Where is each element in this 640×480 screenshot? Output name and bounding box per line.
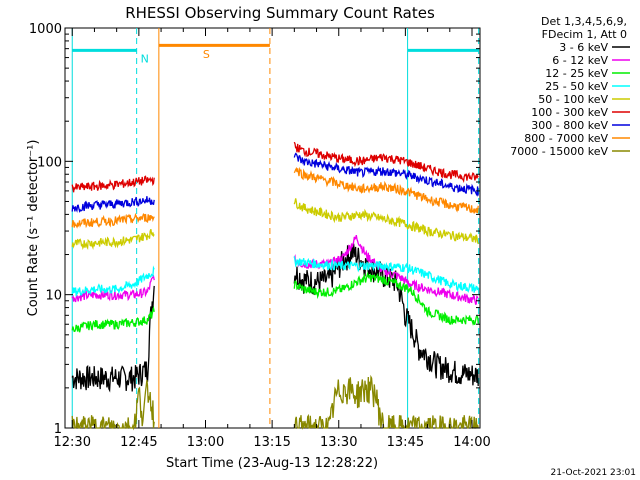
x-tick-label: 12:45 xyxy=(120,435,157,450)
chart-axes: 12:30 12:45 13:00 13:15 13:30 13:45 14:00 1 10 10… xyxy=(29,22,491,450)
chart-title: RHESSI Observing Summary Count Rates xyxy=(125,4,435,22)
y-axis-label: Count Rate (s⁻¹ detector⁻¹) xyxy=(26,140,41,317)
x-tick-label: 14:00 xyxy=(453,435,490,450)
series-line xyxy=(293,271,479,326)
series-line xyxy=(71,265,155,297)
series-line xyxy=(293,198,479,245)
series-line xyxy=(71,305,155,333)
series-line xyxy=(293,166,479,214)
series-line xyxy=(293,256,479,293)
legend-label: 6 - 12 keV xyxy=(552,54,608,67)
legend-label: 800 - 7000 keV xyxy=(524,132,608,145)
y-tick-label: 10 xyxy=(45,289,62,304)
legend-label: 25 - 50 keV xyxy=(545,80,608,93)
annotation-label: N xyxy=(141,52,149,65)
series-line xyxy=(71,274,155,303)
series-line xyxy=(71,196,155,214)
series-line xyxy=(71,380,155,431)
legend-header-2: FDecim 1, Att 0 xyxy=(542,28,627,41)
footer-date: 21-Oct-2021 23:01 xyxy=(551,468,636,478)
series-line xyxy=(71,212,155,229)
x-axis-label: Start Time (23-Aug-13 12:28:22) xyxy=(166,456,378,471)
y-tick-label: 1 xyxy=(54,422,62,437)
x-tick-label: 13:30 xyxy=(320,435,357,450)
legend: Det 1,3,4,5,6,9, FDecim 1, Att 0 3 - 6 k… xyxy=(510,15,630,158)
legend-label: 300 - 800 keV xyxy=(531,119,608,132)
legend-label: 12 - 25 keV xyxy=(545,67,608,80)
series-line xyxy=(294,374,479,430)
series-line xyxy=(71,285,155,393)
annotation-label: S xyxy=(203,48,210,61)
x-tick-label: 13:15 xyxy=(253,435,290,450)
legend-label: 50 - 100 keV xyxy=(538,93,608,106)
series-line xyxy=(293,152,479,197)
y-tick-label: 100 xyxy=(37,155,62,170)
legend-label: 3 - 6 keV xyxy=(559,41,608,54)
legend-label: 7000 - 15000 keV xyxy=(510,145,608,158)
series-line xyxy=(71,175,155,193)
x-tick-label: 13:45 xyxy=(387,435,424,450)
series-line xyxy=(293,141,479,184)
legend-label: 100 - 300 keV xyxy=(531,106,608,119)
x-tick-label: 12:30 xyxy=(54,435,91,450)
x-tick-label: 13:00 xyxy=(187,435,224,450)
series-line xyxy=(71,228,155,251)
legend-header-1: Det 1,3,4,5,6,9, xyxy=(541,15,627,28)
y-tick-label: 1000 xyxy=(29,22,62,37)
